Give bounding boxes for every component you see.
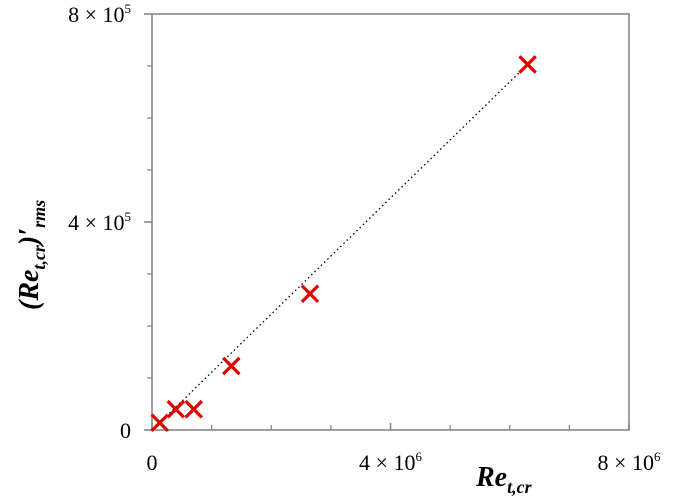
x-tick-label: 4 × 106	[359, 449, 422, 475]
data-point	[166, 399, 186, 419]
data-point	[184, 399, 204, 419]
data-point	[300, 284, 320, 304]
trendline	[159, 63, 529, 424]
x-axis-title-sub: t,cr	[507, 477, 532, 497]
minor-ticks	[144, 13, 630, 431]
y-tick-label: 8 × 105	[68, 1, 131, 27]
y-axis-title-post: )′	[14, 228, 45, 248]
y-axis-title: (Ret,cr)′rms	[14, 200, 49, 310]
x-axis-title-base: Re	[475, 462, 507, 493]
data-point	[150, 413, 170, 432]
plot-frame	[151, 13, 630, 431]
x-tick-label: 0	[147, 450, 158, 475]
x-axis-title: Ret,cr	[475, 462, 533, 497]
data-point	[222, 356, 241, 376]
y-tick-label: 4 × 105	[68, 209, 131, 235]
x-tick-label: 8 × 106	[598, 449, 661, 475]
data-markers	[150, 55, 537, 432]
y-axis-title-base: Re	[14, 270, 45, 302]
y-tick-label: 0	[120, 418, 131, 443]
y-axis-title-pre: (	[14, 299, 45, 310]
x-tick-labels: 0 4 × 106 8 × 106	[147, 449, 661, 475]
y-axis-title-sub: t,cr	[29, 244, 49, 269]
y-tick-labels: 0 4 × 105 8 × 105	[68, 1, 131, 443]
y-axis-title-sub2: rms	[29, 200, 49, 228]
data-point	[518, 55, 537, 74]
